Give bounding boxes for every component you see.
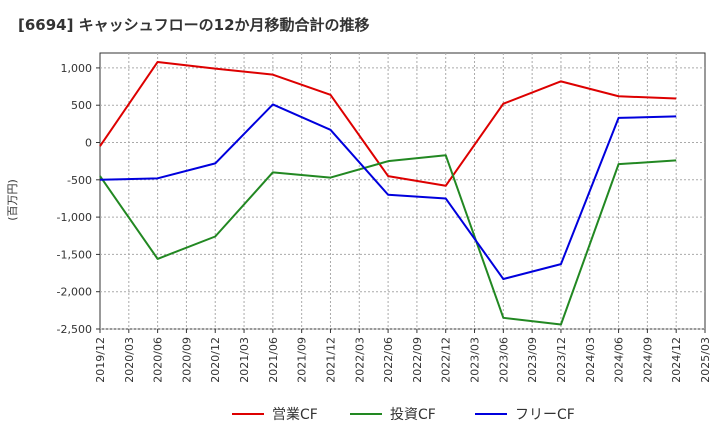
x-tick-label: 2020/03 — [123, 337, 136, 383]
y-tick-label: -2,500 — [57, 323, 92, 336]
series-layer — [99, 60, 677, 326]
axis-layer: 1,000 500 0 -500 -1,000 -1,500 -2,000 -2,500201… — [57, 62, 712, 383]
y-tick-label: 1,000 — [61, 62, 93, 75]
series-line-1 — [99, 60, 677, 187]
x-tick-label: 2023/09 — [526, 337, 539, 383]
plot-area — [99, 52, 706, 330]
legend: 営業CF 投資CF フリーCF — [232, 407, 575, 423]
y-tick-label: 0 — [85, 137, 92, 150]
y-tick-label: -1,500 — [57, 248, 92, 261]
x-tick-label: 2020/12 — [209, 337, 222, 383]
x-tick-label: 2023/12 — [555, 337, 568, 383]
y-tick-label: -500 — [67, 174, 92, 187]
y-tick-label: -1,000 — [57, 211, 92, 224]
x-tick-label: 2023/03 — [469, 337, 482, 383]
x-tick-label: 2025/03 — [699, 337, 712, 383]
x-tick-label: 2021/06 — [267, 337, 280, 383]
x-tick-label: 2021/09 — [296, 337, 309, 383]
y-axis-label: (百万円) — [6, 179, 19, 221]
x-tick-label: 2022/06 — [382, 337, 395, 383]
x-tick-label: 2024/06 — [613, 337, 626, 383]
legend-label-3: フリーCF — [515, 407, 575, 423]
series-line-2 — [99, 154, 677, 326]
x-tick-label: 2022/03 — [353, 337, 366, 383]
x-tick-label: 2021/12 — [324, 337, 337, 383]
y-tick-label: -2,000 — [57, 286, 92, 299]
x-tick-label: 2021/03 — [238, 337, 251, 383]
y-tick-label: 500 — [71, 99, 92, 112]
x-tick-label: 2022/09 — [411, 337, 424, 383]
x-tick-label: 2024/09 — [641, 337, 654, 383]
x-tick-label: 2024/12 — [670, 337, 683, 383]
x-tick-label: 2022/12 — [440, 337, 453, 383]
x-tick-label: 2019/12 — [94, 337, 107, 383]
legend-label-1: 営業CF — [272, 407, 318, 423]
x-tick-label: 2023/06 — [497, 337, 510, 383]
x-tick-label: 2024/03 — [584, 337, 597, 383]
series-line-3 — [99, 103, 677, 281]
x-tick-label: 2020/09 — [180, 337, 193, 383]
grid-layer — [100, 53, 705, 330]
legend-label-2: 投資CF — [390, 407, 436, 423]
x-tick-label: 2020/06 — [152, 337, 165, 383]
chart-title: [6694] キャッシュフローの12か月移動合計の推移 — [18, 16, 370, 34]
